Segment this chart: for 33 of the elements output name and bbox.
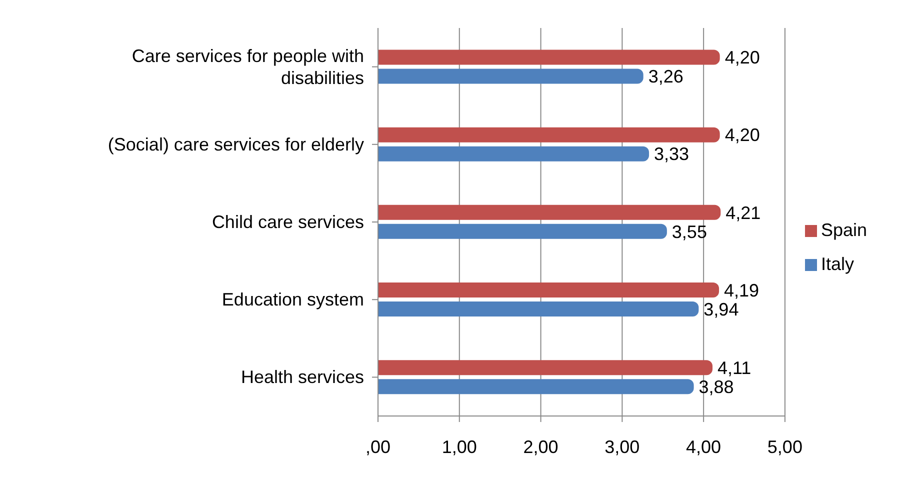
y-tick-label: (Social) care services for elderly [108, 134, 364, 154]
data-label: 4,20 [724, 125, 760, 146]
legend-label: Spain [820, 220, 867, 240]
legend-label: Italy [820, 254, 854, 274]
x-tick-label: ,00 [365, 436, 391, 457]
bar [378, 146, 650, 162]
bar [378, 204, 721, 220]
data-label: 3,94 [704, 299, 739, 320]
x-tick-label: 2,00 [523, 436, 558, 457]
bar [378, 68, 644, 84]
data-label: 3,26 [648, 66, 684, 87]
data-label: 4,19 [724, 280, 760, 300]
y-tick-label: Care services for people with disabilities [132, 46, 364, 88]
bar [378, 224, 667, 239]
y-tick-label: Education system [222, 290, 364, 310]
data-label: 3,88 [698, 377, 734, 398]
bar [378, 302, 699, 317]
x-tick-label: 4,00 [686, 436, 722, 457]
x-tick-label: 1,00 [442, 436, 477, 457]
y-tick-label: Health services [240, 367, 364, 388]
bar [378, 360, 713, 376]
y-tick-label: Child care services [212, 212, 364, 232]
data-label: 4,20 [724, 48, 760, 68]
bar [378, 50, 720, 65]
bar [378, 379, 694, 394]
data-label: 3,55 [672, 222, 707, 242]
x-tick-label: 5,00 [767, 436, 802, 457]
data-label: 4,21 [726, 202, 761, 223]
x-tick-label: 3,00 [604, 436, 640, 457]
data-label: 4,11 [718, 358, 752, 378]
bar [378, 282, 720, 298]
data-label: 3,33 [654, 144, 690, 164]
bar [378, 127, 720, 142]
